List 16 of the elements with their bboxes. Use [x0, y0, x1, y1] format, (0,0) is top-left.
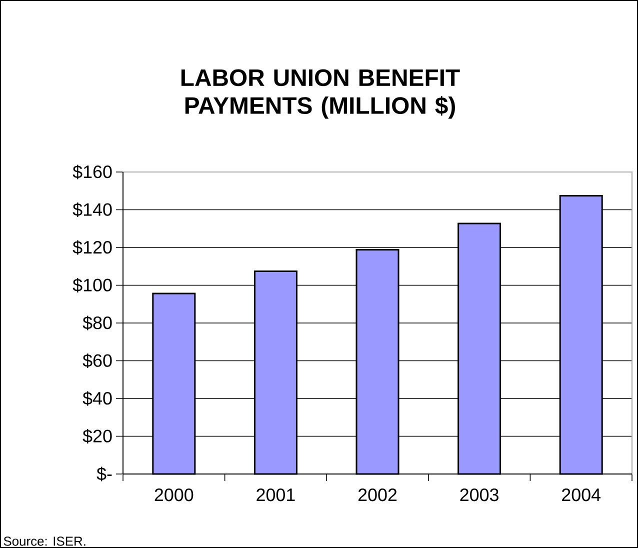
y-tick-label: $160	[72, 164, 112, 180]
y-tick-label: $120	[72, 240, 112, 255]
y-tick-label: $100	[72, 278, 112, 292]
y-tick-label: $140	[72, 202, 112, 217]
y-tick-label: $-	[96, 466, 112, 482]
x-tick-label: 2002	[358, 488, 397, 502]
y-tick-label: $80	[82, 316, 112, 330]
x-tick-label: 2003	[460, 488, 498, 502]
y-tick-label: $20	[82, 428, 112, 444]
chart-title: LABOR UNION BENEFIT PAYMENTS (MILLION $)	[181, 69, 460, 119]
x-tick-label: 2004	[562, 488, 601, 502]
x-tick-label: 2001	[256, 488, 295, 502]
y-tick-label: $60	[82, 353, 112, 368]
y-tick-label: $40	[82, 391, 112, 406]
x-tick-label: 2000	[154, 488, 194, 502]
source-note: Source: ISER.	[4, 536, 86, 546]
